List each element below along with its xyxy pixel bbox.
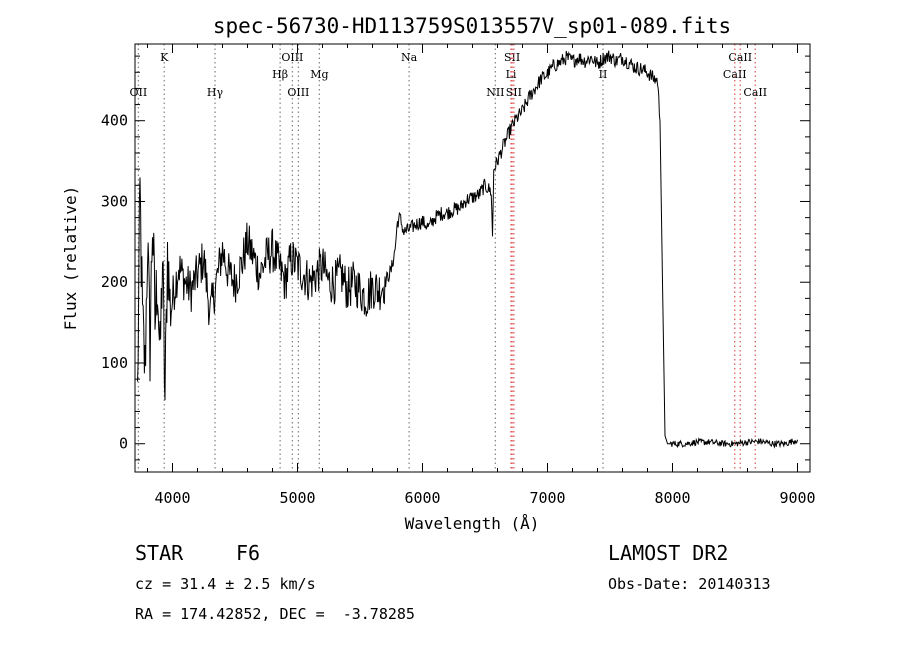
line-label: Li (506, 68, 517, 81)
ra-dec-coordinates: RA = 174.42852, DEC = -3.78285 (135, 605, 415, 623)
x-tick-label: 4000 (154, 489, 190, 507)
line-label: II (599, 68, 608, 81)
line-label: OIII (281, 51, 303, 64)
y-tick-label: 100 (101, 354, 128, 372)
line-label: NII (486, 86, 504, 99)
line-label: K (160, 51, 169, 64)
redshift-cz: cz = 31.4 ± 2.5 km/s (135, 575, 316, 593)
survey-name: LAMOST DR2 (608, 541, 729, 565)
x-tick-label: 5000 (279, 489, 315, 507)
line-label: Na (401, 51, 418, 64)
y-tick-label: 200 (101, 273, 128, 291)
observation-date: Obs-Date: 20140313 (608, 575, 771, 593)
flux-series (137, 50, 798, 449)
line-label: SII (506, 86, 522, 99)
line-label: CaII (728, 51, 752, 64)
star-subclass: F6 (236, 541, 261, 565)
line-label: Hβ (272, 68, 288, 81)
y-tick-label: 400 (101, 112, 128, 130)
line-label: Hγ (207, 86, 224, 99)
x-axis-ticks: 4000 5000 6000 7000 8000 9000 (147, 44, 816, 507)
line-label: SII (504, 51, 520, 64)
x-tick-label: 6000 (404, 489, 440, 507)
series-line (137, 50, 798, 449)
y-axis-ticks: 0 100 200 300 400 (101, 55, 810, 461)
line-label: CaII (723, 68, 747, 81)
y-axis-label: Flux (relative) (61, 186, 80, 331)
line-label: Mg (310, 68, 328, 81)
star-class: STAR (135, 541, 184, 565)
chart-title: spec-56730-HD113759S013557V_sp01-089.fit… (213, 14, 731, 38)
line-label: OII (130, 86, 148, 99)
x-axis-label: Wavelength (Å) (405, 514, 540, 533)
y-tick-label: 0 (119, 435, 128, 453)
plot-frame (134, 43, 811, 473)
x-tick-label: 7000 (529, 489, 565, 507)
x-tick-label: 8000 (654, 489, 690, 507)
x-tick-label: 9000 (779, 489, 815, 507)
line-label: OIII (287, 86, 309, 99)
y-tick-label: 300 (101, 192, 128, 210)
line-label: CaII (743, 86, 767, 99)
